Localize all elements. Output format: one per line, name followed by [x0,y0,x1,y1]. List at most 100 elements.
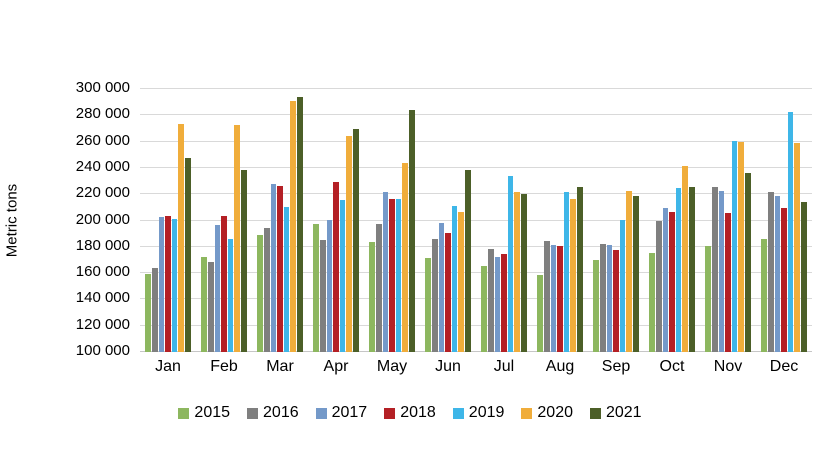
legend: 2015 2016 2017 2018 2019 2020 2021 [0,404,820,422]
legend-swatch-2018 [384,407,396,419]
x-axis-label-sep: Sep [601,358,631,375]
legend-label-2017: 2017 [331,404,368,421]
bar-2016-dec [768,192,774,352]
x-axis-label-feb: Feb [210,358,238,375]
bar-group-may [364,88,420,352]
bar-2019-aug [563,192,570,352]
bar-2017-jun [438,222,445,352]
gridline [140,167,812,168]
bar-2020-jun [458,212,464,352]
y-tick-label: 240 000 [75,158,130,175]
bar-2021-nov [744,172,751,352]
bar-2021-apr [352,128,359,352]
bar-2019-nov [731,140,738,352]
bar-2016-jan [152,267,158,352]
gridline [140,325,812,326]
bar-2016-nov [712,187,718,352]
bar-2016-may [376,224,382,352]
y-tick-label: 180 000 [75,237,130,254]
bar-2015-may [369,242,376,352]
bar-2021-mar [296,97,303,352]
bar-2021-feb [240,169,247,352]
y-tick-label: 260 000 [75,132,130,149]
bar-2017-dec [774,196,781,352]
legend-label-2021: 2021 [605,404,642,421]
legend-item-2019: 2019 [452,404,505,422]
legend-item-2021: 2021 [589,404,642,422]
bar-2015-aug [537,275,544,352]
bar-2019-may [395,198,402,352]
bar-group-apr [308,88,364,352]
legend-label-2018: 2018 [400,404,436,421]
bar-group-mar [252,88,308,352]
legend-label-2020: 2020 [537,404,573,421]
gridline [140,114,812,115]
legend-swatch-2021 [589,407,601,419]
y-axis-title: Metric tons [3,183,21,258]
gridline [140,220,812,221]
bar-2017-may [382,192,389,352]
bar-2020-aug [570,198,576,352]
bar-2017-jan [158,217,165,352]
bar-2016-oct [656,221,662,352]
y-tick-label: 120 000 [75,316,130,333]
legend-label-2016: 2016 [263,404,299,421]
bar-2019-mar [283,206,290,352]
bar-2017-mar [270,184,277,352]
x-axis-label-aug: Aug [545,358,575,375]
bar-2018-apr [333,181,339,352]
bar-2019-feb [227,238,234,352]
bar-2015-apr [313,224,320,352]
bar-group-nov [700,88,756,352]
bar-2016-jun [432,238,438,352]
bar-group-feb [196,88,252,352]
bar-2016-feb [208,262,214,352]
x-axis-label-jun: Jun [435,358,461,375]
legend-item-2020: 2020 [521,404,573,422]
gridline [140,298,812,299]
bar-2020-nov [738,142,744,352]
x-axis-label-mar: Mar [266,358,294,375]
bar-2021-jan [184,158,191,352]
x-axis-label-may: May [376,358,408,375]
gridline [140,88,812,89]
bar-2015-dec [761,238,768,352]
legend-label-2019: 2019 [468,404,505,421]
bar-2017-oct [662,208,669,352]
x-axis-label-apr: Apr [323,358,349,375]
bar-2015-jul [481,266,488,352]
bar-2019-dec [787,111,794,352]
plot-area [140,88,812,352]
legend-item-2018: 2018 [384,404,436,422]
y-tick-label: 160 000 [75,263,130,280]
bar-2018-jan [165,216,171,352]
bar-group-oct [644,88,700,352]
y-tick-label: 300 000 [75,79,130,96]
bar-2016-sep [600,243,606,352]
bar-2015-jun [425,258,432,352]
bar-2017-nov [718,191,725,352]
bar-2018-jun [445,233,451,352]
bar-2020-jul [514,192,520,352]
gridline [140,141,812,142]
bar-2018-feb [221,216,227,352]
bar-2017-feb [214,225,221,352]
bar-2021-oct [688,187,695,352]
bar-2020-jan [178,123,184,352]
legend-item-2017: 2017 [315,404,368,422]
bar-2015-oct [649,253,656,352]
bar-2021-sep [632,196,639,352]
bar-2018-may [389,198,395,352]
bar-2016-jul [488,249,494,352]
x-axis-labels: Jan Feb Mar Apr May Jun Jul Aug Sep Oct Nov Dec [140,358,812,376]
y-tick-label: 220 000 [75,184,130,201]
legend-swatch-2016 [247,407,259,419]
y-tick-label: 200 000 [75,211,130,228]
bar-2015-nov [705,246,712,352]
gridline [140,193,812,194]
bar-group-jun [420,88,476,352]
bar-2017-jul [494,257,501,352]
bar-group-dec [756,88,812,352]
bar-2019-apr [339,200,346,352]
